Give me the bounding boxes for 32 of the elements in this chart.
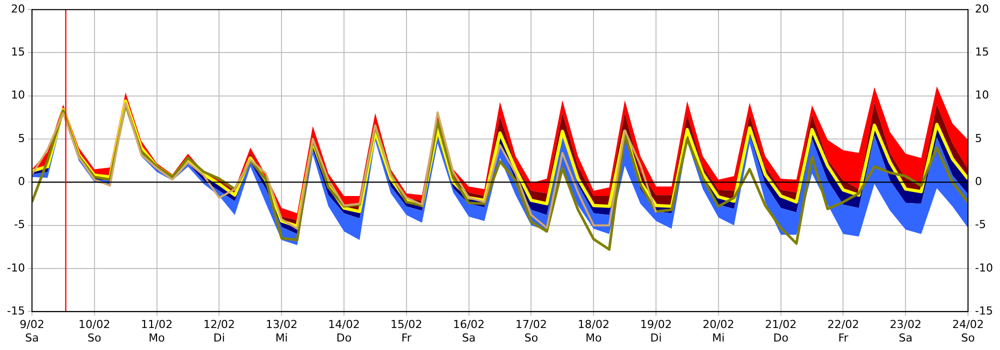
x-tick-label: 20/02 Mi [702, 318, 734, 344]
y2-tick-label: 15 [975, 46, 990, 59]
y-tick-label: 10 [10, 88, 25, 102]
x-tick-label: 22/02 Fr [827, 318, 860, 344]
x-tick-label: 12/02 Di [203, 318, 236, 344]
x-tick-label: 18/02 Mo [578, 318, 610, 344]
y-tick-label: 15 [10, 46, 25, 59]
x-tick-label: 17/02 So [515, 318, 548, 344]
y2-tick-label: -5 [975, 218, 986, 232]
x-tick-label: 21/02 Do [764, 318, 797, 344]
x-tick-label: 15/02 Fr [390, 318, 422, 344]
x-tick-label: 24/02 So [952, 318, 984, 344]
y2-tick-label: -15 [975, 304, 993, 318]
x-tick-label: 14/02 Do [328, 318, 360, 344]
x-tick-label: 13/02 Mi [266, 318, 298, 344]
x-tick-label: 9/02 Sa [20, 318, 44, 344]
y-tick-label: 20 [10, 2, 25, 16]
x-tick-label: 23/02 Sa [890, 318, 922, 344]
x-tick-label: 19/02 Di [640, 318, 672, 344]
x-tick-label: 16/02 Sa [452, 318, 485, 344]
y2-tick-label: -10 [975, 261, 993, 274]
y2-tick-label: 20 [975, 2, 990, 16]
y2-tick-label: 0 [975, 175, 982, 188]
y-tick-label: -15 [7, 304, 25, 318]
y-tick-label: -5 [14, 218, 25, 232]
y-tick-label: 5 [18, 132, 25, 145]
x-tick-label: 11/02 Mo [140, 318, 173, 344]
y2-tick-label: 10 [975, 88, 990, 102]
y-tick-label: -10 [7, 261, 25, 274]
y-tick-label: 0 [18, 175, 25, 188]
x-tick-label: 10/02 So [78, 318, 110, 344]
y2-tick-label: 5 [975, 132, 982, 145]
